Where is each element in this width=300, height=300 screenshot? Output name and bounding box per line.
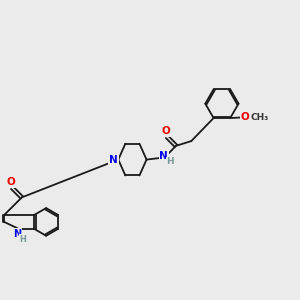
Text: N: N: [109, 154, 118, 165]
Text: N: N: [159, 152, 168, 161]
Text: O: O: [7, 177, 15, 187]
Text: H: H: [20, 235, 26, 244]
Text: H: H: [167, 157, 174, 166]
Text: O: O: [241, 112, 249, 122]
Text: N: N: [13, 229, 21, 239]
Text: CH₃: CH₃: [251, 113, 269, 122]
Text: O: O: [161, 126, 170, 136]
